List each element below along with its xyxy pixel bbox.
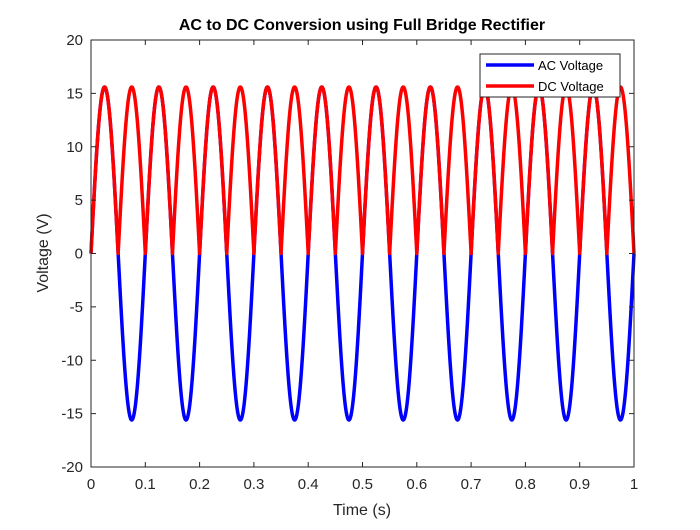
x-tick-label: 0.9 <box>569 476 590 493</box>
legend-box <box>479 53 621 98</box>
x-tick-label: 0.1 <box>135 476 156 493</box>
y-tick-label: 10 <box>66 139 83 156</box>
legend-label-dc-voltage: DC Voltage <box>538 79 604 94</box>
series-layer <box>89 85 636 422</box>
y-tick-label: -5 <box>70 299 83 316</box>
y-tick-label: 5 <box>75 192 83 209</box>
y-tick-label: 0 <box>75 246 83 263</box>
legend: AC Voltage DC Voltage <box>479 53 621 98</box>
chart-title: AC to DC Conversion using Full Bridge Re… <box>179 17 545 34</box>
y-tick-label: 20 <box>66 32 83 49</box>
x-tick-label: 0.6 <box>406 476 427 493</box>
series-line-dc-voltage <box>89 85 636 256</box>
y-tick-label: -10 <box>61 352 83 369</box>
x-tick-label: 0.2 <box>189 476 210 493</box>
x-tick-label: 1 <box>630 476 638 493</box>
y-tick-label: -20 <box>61 459 83 476</box>
x-tick-label: 0.3 <box>243 476 264 493</box>
x-tick-label: 0 <box>87 476 95 493</box>
y-ticks: -20 -15 -10 -5 0 5 10 15 20 <box>61 32 634 476</box>
y-axis-label: Voltage (V) <box>35 213 52 292</box>
x-tick-label: 0.4 <box>298 476 319 493</box>
y-tick-label: -15 <box>61 406 83 423</box>
x-tick-label: 0.8 <box>515 476 536 493</box>
x-axis-label: Time (s) <box>333 502 391 519</box>
x-tick-label: 0.5 <box>352 476 373 493</box>
y-tick-label: 15 <box>66 85 83 102</box>
x-tick-label: 0.7 <box>461 476 482 493</box>
legend-label-ac-voltage: AC Voltage <box>538 58 603 73</box>
x-ticks: 0 0.1 0.2 0.3 0.4 0.5 0.6 0.7 0.8 0.9 1 <box>87 40 638 493</box>
